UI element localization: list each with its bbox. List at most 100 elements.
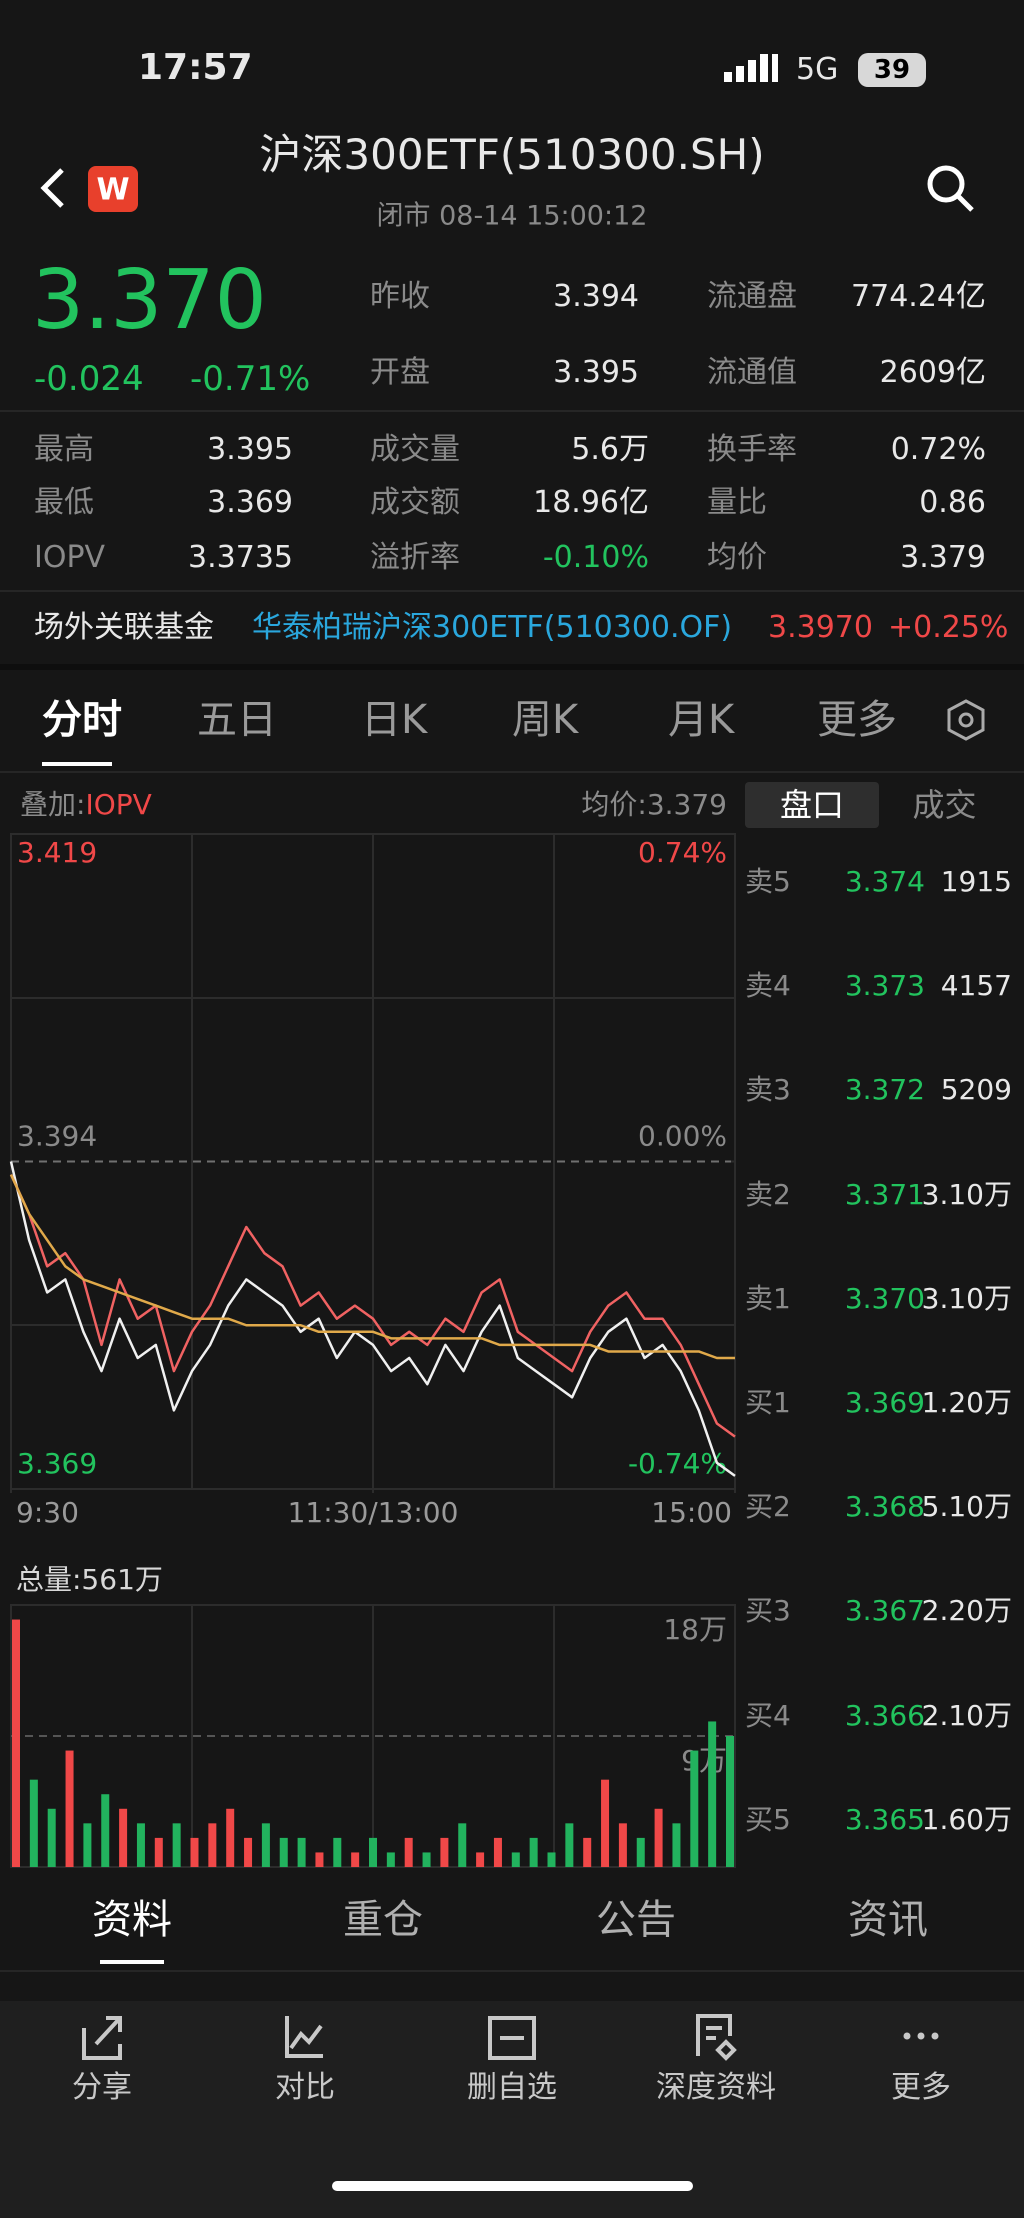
stat-label: 昨收 bbox=[370, 279, 430, 314]
y-tick-label: 18万 bbox=[663, 1613, 727, 1646]
book-volume: 3.10万 bbox=[921, 1281, 1012, 1315]
book-volume: 1.60万 bbox=[921, 1802, 1012, 1836]
stat-value: -0.10% bbox=[542, 540, 649, 575]
book-price: 3.365 bbox=[844, 1802, 925, 1836]
brand-letter: W bbox=[96, 173, 129, 208]
battery: 39 bbox=[858, 53, 926, 87]
volume-bar bbox=[583, 1837, 592, 1867]
stat-value: 3.379 bbox=[900, 540, 986, 575]
nav-item[interactable]: 更多 bbox=[891, 2070, 951, 2105]
x-tick-label: 15:00 bbox=[651, 1496, 732, 1529]
y-tick-label: 3.369 bbox=[17, 1447, 97, 1480]
book-tab[interactable]: 成交 bbox=[912, 786, 977, 824]
book-side: 买2 bbox=[745, 1490, 791, 1524]
back-button[interactable] bbox=[40, 168, 64, 208]
overlay-name[interactable]: IOPV bbox=[85, 788, 152, 821]
intraday-chart: 3.419 3.394 3.369 0.74% 0.00% -0.74% 9:30 11:30… bbox=[9, 833, 736, 1868]
volume-bar bbox=[458, 1823, 467, 1867]
chart-tab[interactable]: 月K bbox=[668, 697, 735, 743]
volume-bar bbox=[654, 1808, 663, 1867]
chart-tab[interactable]: 更多 bbox=[817, 697, 897, 743]
book-price: 3.372 bbox=[844, 1073, 925, 1107]
price-line bbox=[9, 1174, 736, 1438]
book-price: 3.366 bbox=[844, 1698, 925, 1732]
stat-label: 换手率 bbox=[707, 432, 797, 467]
stat-value: 18.96亿 bbox=[533, 485, 649, 520]
bottom-tab[interactable]: 资料 bbox=[92, 1897, 172, 1943]
avg-price-label: 均价:3.379 bbox=[581, 788, 727, 821]
stat-value: 3.369 bbox=[207, 485, 293, 520]
volume-bar bbox=[636, 1837, 645, 1867]
status-time: 17:57 bbox=[138, 47, 253, 88]
related-change: +0.25% bbox=[888, 610, 1009, 645]
book-tab-active bbox=[745, 782, 879, 828]
price-change: -0.024 bbox=[34, 359, 144, 399]
stat-value: 3.394 bbox=[553, 279, 639, 314]
volume-bar bbox=[297, 1837, 306, 1867]
nav-item[interactable]: 分享 bbox=[72, 2070, 132, 2105]
nav-item[interactable]: 对比 bbox=[275, 2070, 335, 2105]
page-title: 沪深300ETF(510300.SH) bbox=[259, 130, 765, 179]
bottom-tab-underline bbox=[100, 1960, 164, 1964]
volume-bar bbox=[351, 1852, 360, 1867]
price-line bbox=[9, 1174, 735, 1360]
stat-label: 流通盘 bbox=[707, 279, 797, 314]
header-icons: W bbox=[40, 166, 138, 212]
stat-value: 3.395 bbox=[207, 432, 293, 467]
bottom-tab[interactable]: 资讯 bbox=[848, 1897, 928, 1943]
stat-value: 2609亿 bbox=[879, 355, 986, 390]
y-tick-label: 3.419 bbox=[17, 836, 97, 869]
settings-button[interactable] bbox=[944, 698, 988, 742]
related-fund[interactable]: 华泰柏瑞沪深300ETF(510300.OF) bbox=[252, 610, 733, 645]
volume-bar bbox=[119, 1808, 128, 1867]
book-side: 卖1 bbox=[745, 1281, 791, 1315]
y2-tick-label: 0.74% bbox=[638, 836, 727, 869]
signal-icon bbox=[724, 54, 778, 82]
stat-value: 0.86 bbox=[919, 485, 986, 520]
price-change-pct: -0.71% bbox=[190, 359, 311, 399]
book-price: 3.367 bbox=[844, 1594, 925, 1628]
volume-bar bbox=[65, 1750, 74, 1867]
stat-value: 774.24亿 bbox=[851, 279, 986, 314]
chart-tab[interactable]: 日K bbox=[361, 697, 428, 743]
book-tab[interactable]: 盘口 bbox=[779, 786, 844, 824]
volume-bar bbox=[547, 1852, 556, 1867]
bottom-tab[interactable]: 重仓 bbox=[343, 1897, 423, 1943]
bottom-tab[interactable]: 公告 bbox=[596, 1897, 676, 1943]
related-label: 场外关联基金 bbox=[34, 610, 214, 645]
y-tick-label: 3.394 bbox=[17, 1120, 97, 1153]
nav-item[interactable]: 深度资料 bbox=[656, 2070, 776, 2105]
book-price: 3.368 bbox=[844, 1490, 925, 1524]
nav-item[interactable]: 删自选 bbox=[467, 2070, 557, 2105]
volume-bar bbox=[315, 1852, 324, 1867]
book-volume: 1.20万 bbox=[921, 1386, 1012, 1419]
book-volume: 3.10万 bbox=[921, 1177, 1012, 1211]
book-volume: 5.10万 bbox=[921, 1490, 1012, 1524]
overlay-prefix: 叠加: bbox=[20, 788, 86, 821]
y-tick-label: 9万 bbox=[681, 1744, 727, 1777]
volume-bar bbox=[565, 1823, 574, 1867]
chart-tab[interactable]: 周K bbox=[512, 697, 579, 743]
stat-label: 均价 bbox=[707, 540, 767, 575]
volume-bar bbox=[226, 1808, 235, 1867]
divider bbox=[0, 590, 1024, 592]
search-button[interactable] bbox=[924, 162, 976, 214]
volume-bar bbox=[369, 1837, 377, 1867]
volume-bar bbox=[404, 1837, 413, 1867]
divider bbox=[0, 1970, 1024, 1972]
volume-bar bbox=[422, 1852, 431, 1867]
volume-bar bbox=[190, 1837, 199, 1867]
x-tick-label: 9:30 bbox=[16, 1496, 79, 1529]
brand-icon bbox=[88, 166, 138, 212]
stat-label: 流通值 bbox=[707, 355, 797, 390]
book-price: 3.374 bbox=[844, 865, 925, 898]
book-side: 买5 bbox=[745, 1802, 791, 1836]
stat-value: 0.72% bbox=[890, 432, 986, 467]
related-price: 3.3970 bbox=[768, 610, 873, 645]
chart-tab[interactable]: 分时 bbox=[42, 697, 122, 743]
volume-bar bbox=[476, 1852, 485, 1867]
chart-tab[interactable]: 五日 bbox=[197, 697, 277, 743]
volume-bar bbox=[261, 1823, 270, 1867]
book-volume: 1915 bbox=[940, 865, 1012, 898]
